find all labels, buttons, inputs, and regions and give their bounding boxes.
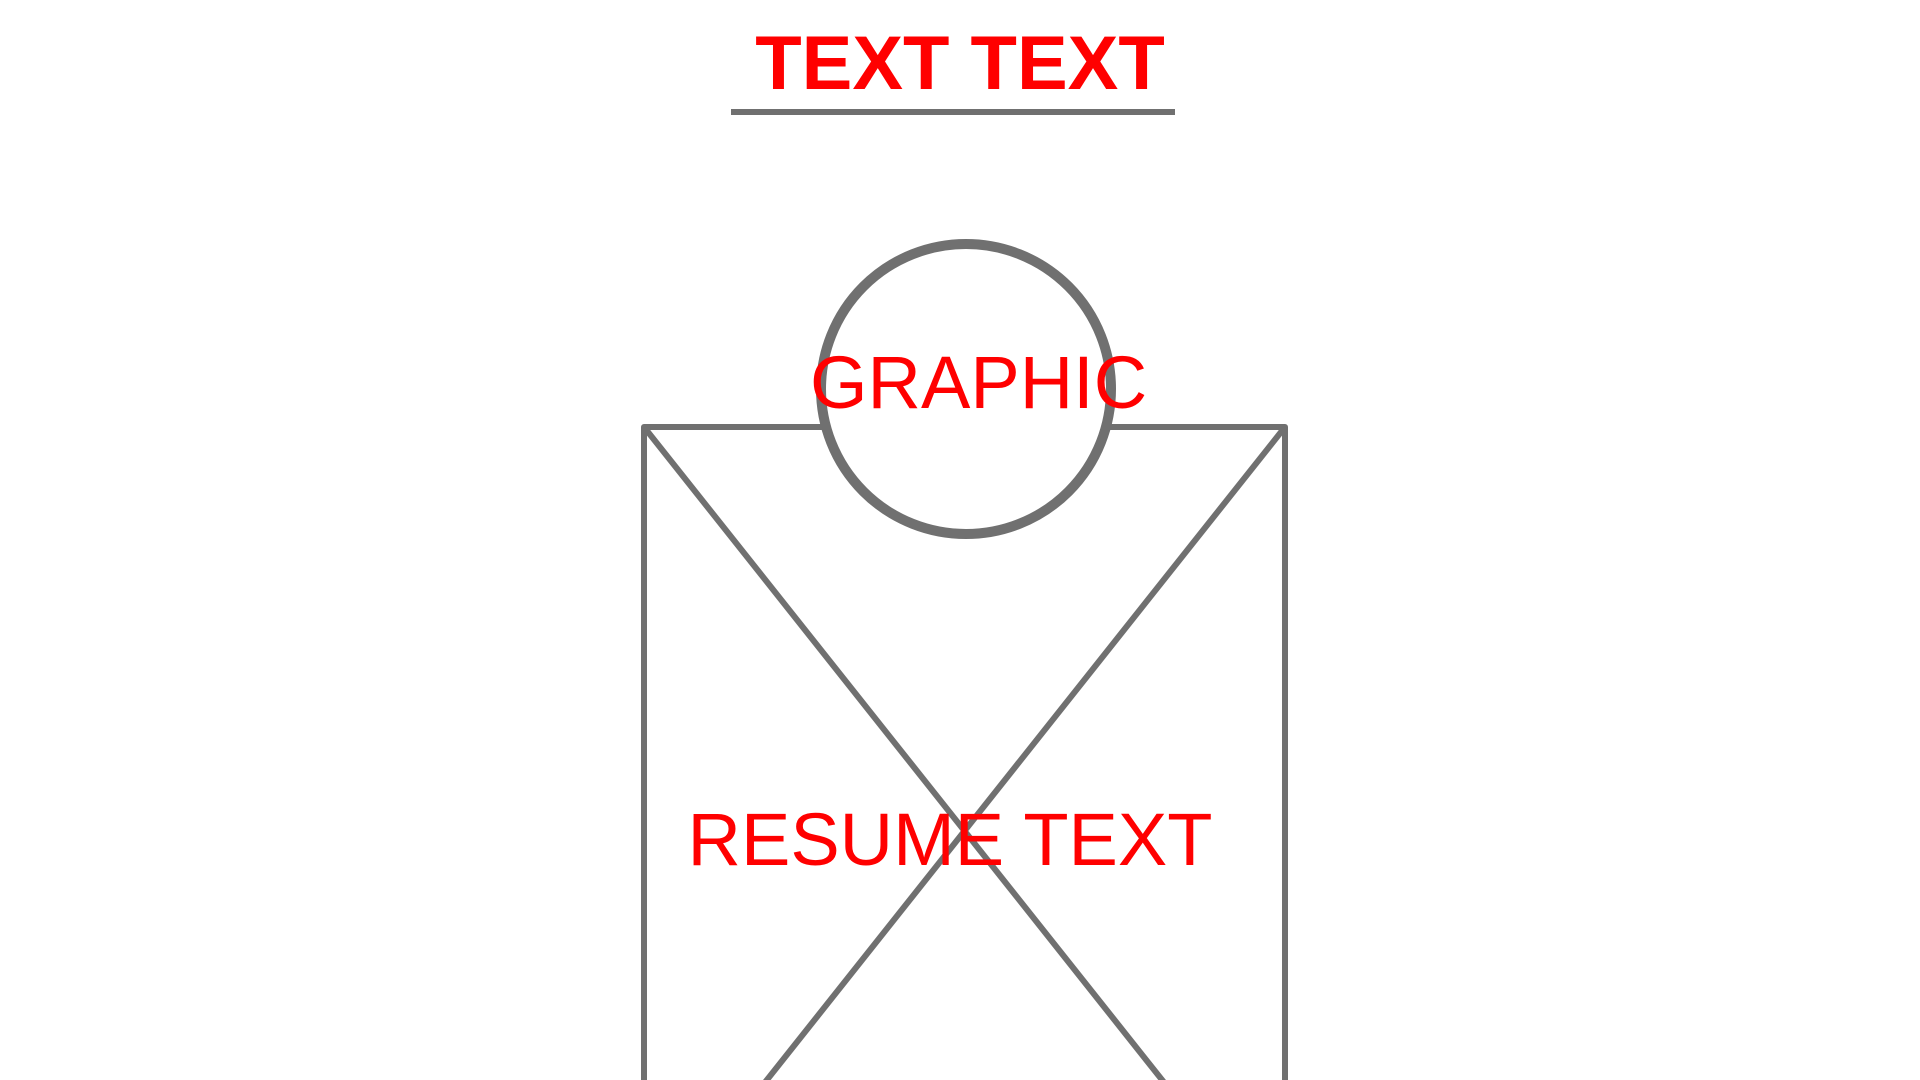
page-title: TEXT TEXT [755, 21, 1165, 106]
placeholder-cross-line-a [641, 425, 1166, 1080]
placeholder-cross-line-b [763, 425, 1288, 1080]
resume-text-label: RESUME TEXT [687, 798, 1213, 881]
graphic-label: GRAPHIC [810, 341, 1148, 424]
graphic-circle [816, 239, 1116, 539]
